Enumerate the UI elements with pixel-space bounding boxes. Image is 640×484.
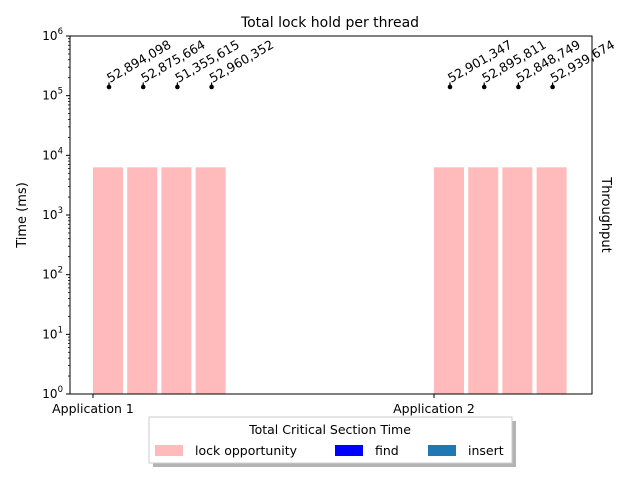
legend-swatch (155, 445, 183, 456)
legend-swatch (335, 445, 363, 456)
chart-title: Total lock hold per thread (240, 15, 419, 31)
bar-lock-opportunity (195, 167, 226, 394)
y-axis: 100 101 102 103 104 105 106 (42, 27, 70, 401)
x-tick-label: Application 1 (52, 401, 134, 416)
y-tick-label: 100 (42, 385, 63, 401)
throughput-marker (550, 84, 555, 90)
legend-entry-label: insert (468, 443, 504, 458)
legend-title: Total Critical Section Time (248, 422, 411, 437)
legend-entry-label: lock opportunity (195, 443, 298, 458)
y-tick-label: 102 (42, 266, 63, 282)
y-axis-label: Time (ms) (15, 182, 30, 249)
legend-entry-label: find (375, 443, 399, 458)
legend-entries: lock opportunity find insert (155, 443, 504, 458)
y-tick-label: 104 (42, 146, 63, 162)
bar-lock-opportunity (468, 167, 499, 394)
x-axis: Application 1 Application 2 (52, 394, 475, 416)
throughput-marker (140, 84, 146, 90)
throughput-marker (481, 84, 487, 90)
legend: Total Critical Section Time lock opportu… (148, 416, 516, 467)
throughput-marker (106, 84, 112, 90)
bar-lock-opportunity (127, 167, 158, 394)
y-tick-label: 106 (42, 27, 63, 43)
throughput-marker (516, 84, 521, 90)
throughput-marker (175, 84, 180, 90)
y2-axis-label: Throughput (598, 176, 613, 253)
y-tick-label: 103 (42, 206, 63, 222)
throughput-marker (447, 84, 453, 90)
bar-lock-opportunity (502, 167, 533, 394)
bar-lock-opportunity (161, 167, 192, 394)
bars-layer (93, 167, 567, 394)
y-tick-label: 101 (42, 325, 63, 341)
y-tick-label: 105 (42, 87, 63, 103)
x-tick-label: Application 2 (393, 401, 475, 416)
bar-lock-opportunity (536, 167, 567, 394)
bar-lock-opportunity (434, 167, 464, 394)
throughput-marker (209, 84, 214, 90)
bar-lock-opportunity (93, 167, 123, 394)
legend-swatch (428, 445, 456, 456)
